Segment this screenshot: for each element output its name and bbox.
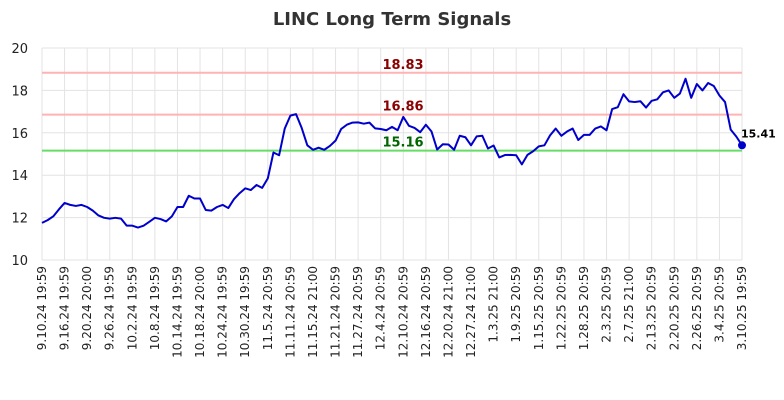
x-tick-label: 2.13.25 20:59 bbox=[645, 266, 659, 350]
y-tick-label: 14 bbox=[11, 169, 28, 184]
x-tick-label: 10.24.24 19:59 bbox=[216, 266, 230, 358]
series-line bbox=[41, 77, 743, 229]
y-tick-label: 12 bbox=[11, 212, 28, 227]
x-tick-label: 12.4.24 20:59 bbox=[374, 266, 388, 350]
x-tick-label: 12.16.24 20:59 bbox=[419, 266, 433, 358]
y-tick-label: 18 bbox=[11, 84, 28, 99]
x-tick-label: 3.10.25 19:59 bbox=[735, 266, 749, 350]
x-tick-label: 11.15.24 21:00 bbox=[306, 266, 320, 358]
x-tick-label: 11.11.24 20:59 bbox=[283, 266, 297, 358]
last-point-marker bbox=[738, 141, 746, 150]
x-tick-label: 9.16.24 19:59 bbox=[58, 266, 72, 350]
y-tick-label: 16 bbox=[11, 127, 28, 142]
reference-lines bbox=[42, 71, 742, 152]
reference-label: 16.86 bbox=[382, 100, 423, 115]
x-tick-label: 12.20.24 21:00 bbox=[441, 266, 455, 358]
x-tick-label: 1.9.25 20:59 bbox=[509, 266, 523, 343]
x-tick-label: 2.7.25 21:00 bbox=[622, 266, 636, 343]
grid bbox=[41, 47, 743, 261]
x-tick-label: 2.20.25 20:59 bbox=[667, 266, 681, 350]
x-tick-label: 1.15.25 20:59 bbox=[532, 266, 546, 350]
x-tick-label: 10.2.24 19:59 bbox=[125, 266, 139, 350]
series bbox=[41, 77, 743, 229]
last-point: 15.41 bbox=[738, 127, 776, 150]
x-axis: 9.10.24 19:59 9.16.24 19:59 9.20.24 20:00 9… bbox=[35, 266, 749, 358]
y-axis: 10 12 14 16 18 20 bbox=[11, 42, 28, 269]
x-tick-label: 10.14.24 19:59 bbox=[170, 266, 184, 358]
x-tick-label: 9.26.24 19:59 bbox=[103, 266, 117, 350]
reference-label: 18.83 bbox=[382, 58, 423, 73]
x-tick-label: 1.3.25 21:00 bbox=[487, 266, 501, 343]
x-tick-label: 2.3.25 20:59 bbox=[600, 266, 614, 343]
x-tick-label: 11.27.24 20:59 bbox=[351, 266, 365, 358]
x-tick-label: 3.4.25 20:59 bbox=[712, 266, 726, 343]
x-tick-label: 10.30.24 19:59 bbox=[238, 266, 252, 358]
chart-title: LINC Long Term Signals bbox=[273, 9, 511, 30]
y-tick-label: 10 bbox=[11, 254, 28, 269]
x-tick-label: 1.22.25 20:59 bbox=[554, 266, 568, 350]
reference-labels: 18.83 16.86 15.16 bbox=[382, 58, 423, 151]
x-tick-label: 2.26.25 20:59 bbox=[690, 266, 704, 350]
reference-label: 15.16 bbox=[382, 136, 423, 151]
last-value-label: 15.41 bbox=[741, 127, 776, 140]
x-tick-label: 11.21.24 20:59 bbox=[329, 266, 343, 358]
x-tick-label: 12.10.24 20:59 bbox=[396, 266, 410, 358]
x-tick-label: 1.28.25 20:59 bbox=[577, 266, 591, 350]
x-tick-label: 9.10.24 19:59 bbox=[35, 266, 49, 350]
x-tick-label: 10.18.24 20:00 bbox=[193, 266, 207, 358]
x-tick-label: 9.20.24 20:00 bbox=[80, 266, 94, 350]
x-tick-label: 12.27.24 21:00 bbox=[464, 266, 478, 358]
x-tick-label: 10.8.24 19:59 bbox=[148, 266, 162, 350]
y-tick-label: 20 bbox=[11, 42, 28, 57]
x-tick-label: 11.5.24 20:59 bbox=[261, 266, 275, 350]
